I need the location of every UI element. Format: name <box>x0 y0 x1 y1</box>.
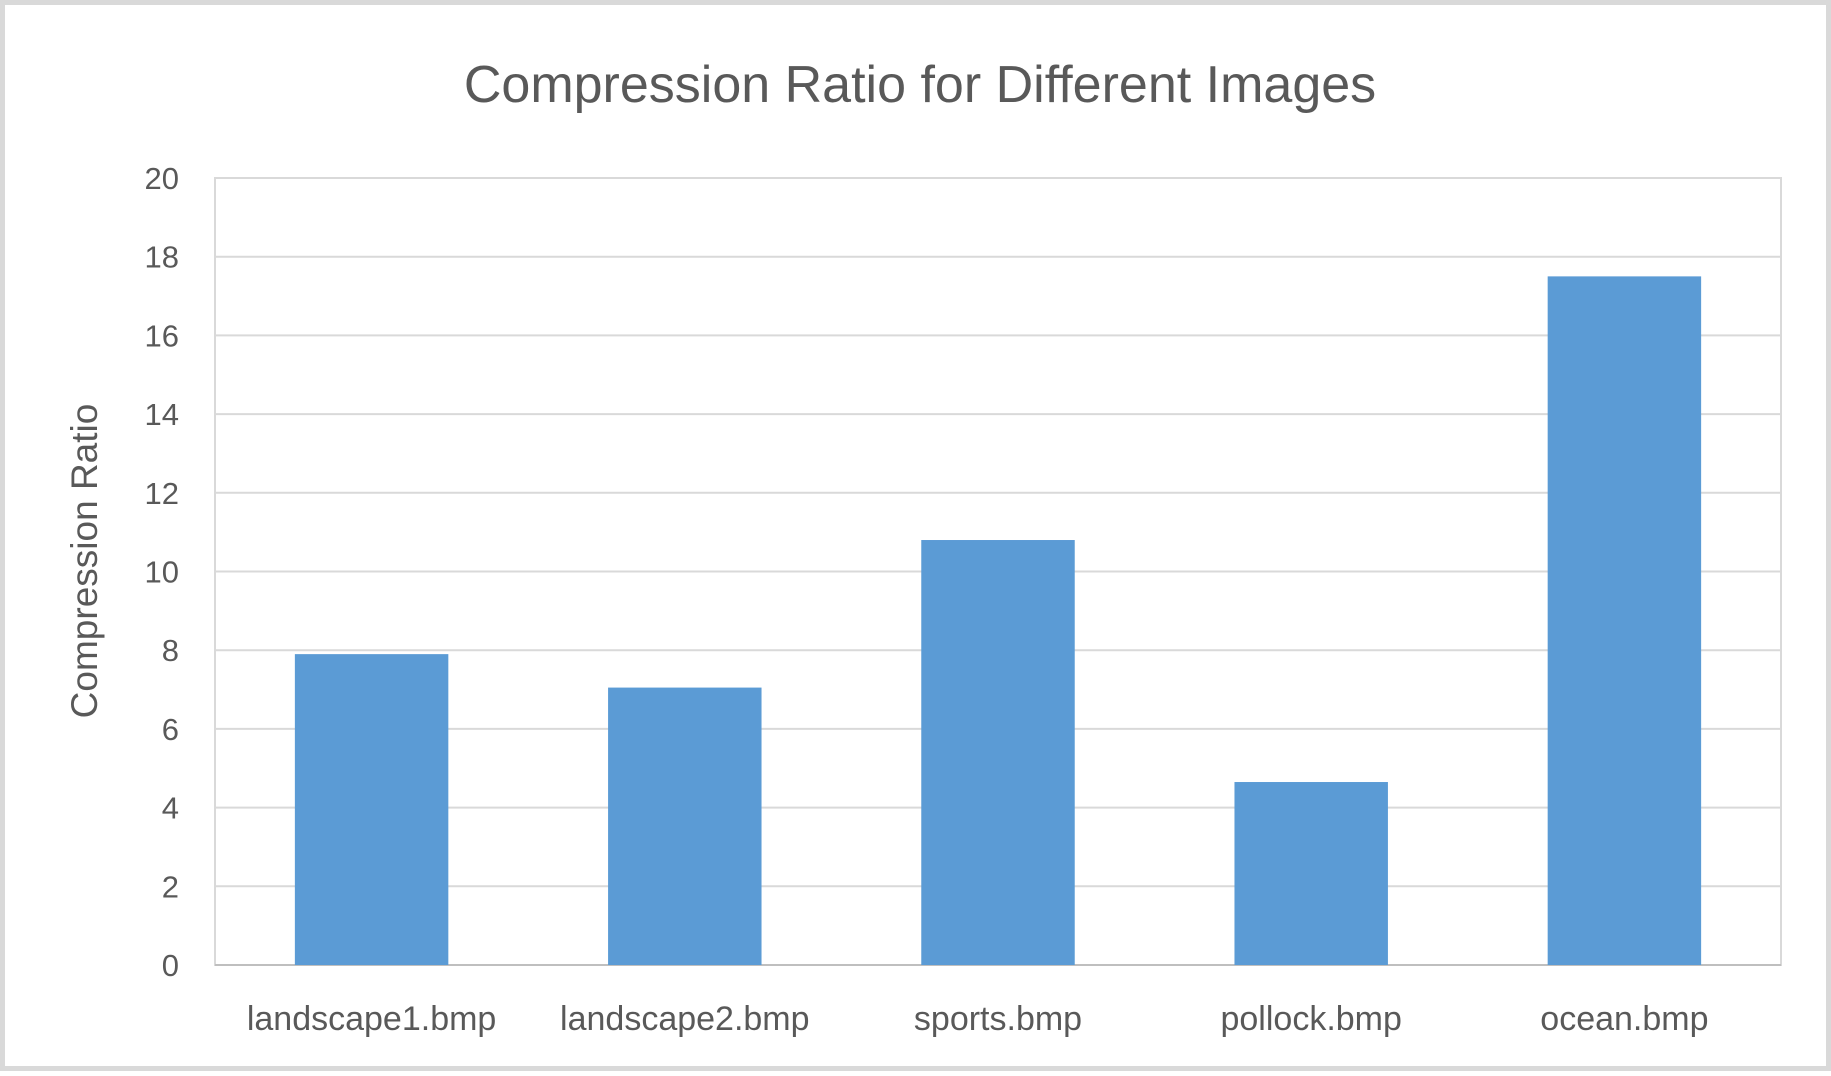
y-tick-label: 6 <box>162 712 179 747</box>
y-tick-label: 8 <box>162 633 179 668</box>
y-tick-label: 18 <box>145 240 179 275</box>
y-tick-label: 4 <box>162 791 179 826</box>
y-tick-label: 2 <box>162 869 179 904</box>
bar <box>921 540 1075 965</box>
y-tick-labels: 0 2 4 6 8 10 12 14 16 18 20 <box>145 161 179 983</box>
y-tick-label: 20 <box>145 161 179 196</box>
y-tick-label: 12 <box>145 476 179 511</box>
y-tick-label: 10 <box>145 555 179 590</box>
y-tick-label: 0 <box>162 948 179 983</box>
x-category-label: sports.bmp <box>914 1000 1082 1038</box>
chart-title: Compression Ratio for Different Images <box>464 56 1376 114</box>
bar-chart: Compression Ratio for Different Images C… <box>64 56 1782 1038</box>
x-category-labels: landscape1.bmp landscape2.bmp sports.bmp po… <box>247 1000 1709 1038</box>
x-category-label: landscape2.bmp <box>560 1000 810 1038</box>
bar <box>294 654 449 965</box>
x-category-label: pollock.bmp <box>1220 1000 1401 1038</box>
bars <box>294 276 1702 965</box>
y-tick-label: 16 <box>145 318 179 353</box>
bar <box>608 687 762 965</box>
bar <box>1547 276 1702 965</box>
y-tick-label: 14 <box>145 397 179 432</box>
x-category-label: landscape1.bmp <box>247 1000 497 1038</box>
x-category-label: ocean.bmp <box>1540 1000 1708 1038</box>
y-axis-title: Compression Ratio <box>64 404 105 719</box>
bar <box>1234 782 1388 965</box>
